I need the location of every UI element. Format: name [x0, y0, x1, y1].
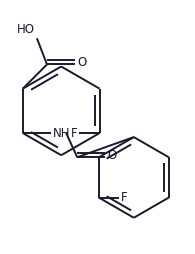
Text: F: F: [121, 191, 128, 204]
Text: F: F: [71, 126, 77, 139]
Text: HO: HO: [17, 23, 35, 36]
Text: NH: NH: [53, 126, 71, 139]
Text: O: O: [107, 149, 117, 162]
Text: O: O: [77, 56, 86, 69]
